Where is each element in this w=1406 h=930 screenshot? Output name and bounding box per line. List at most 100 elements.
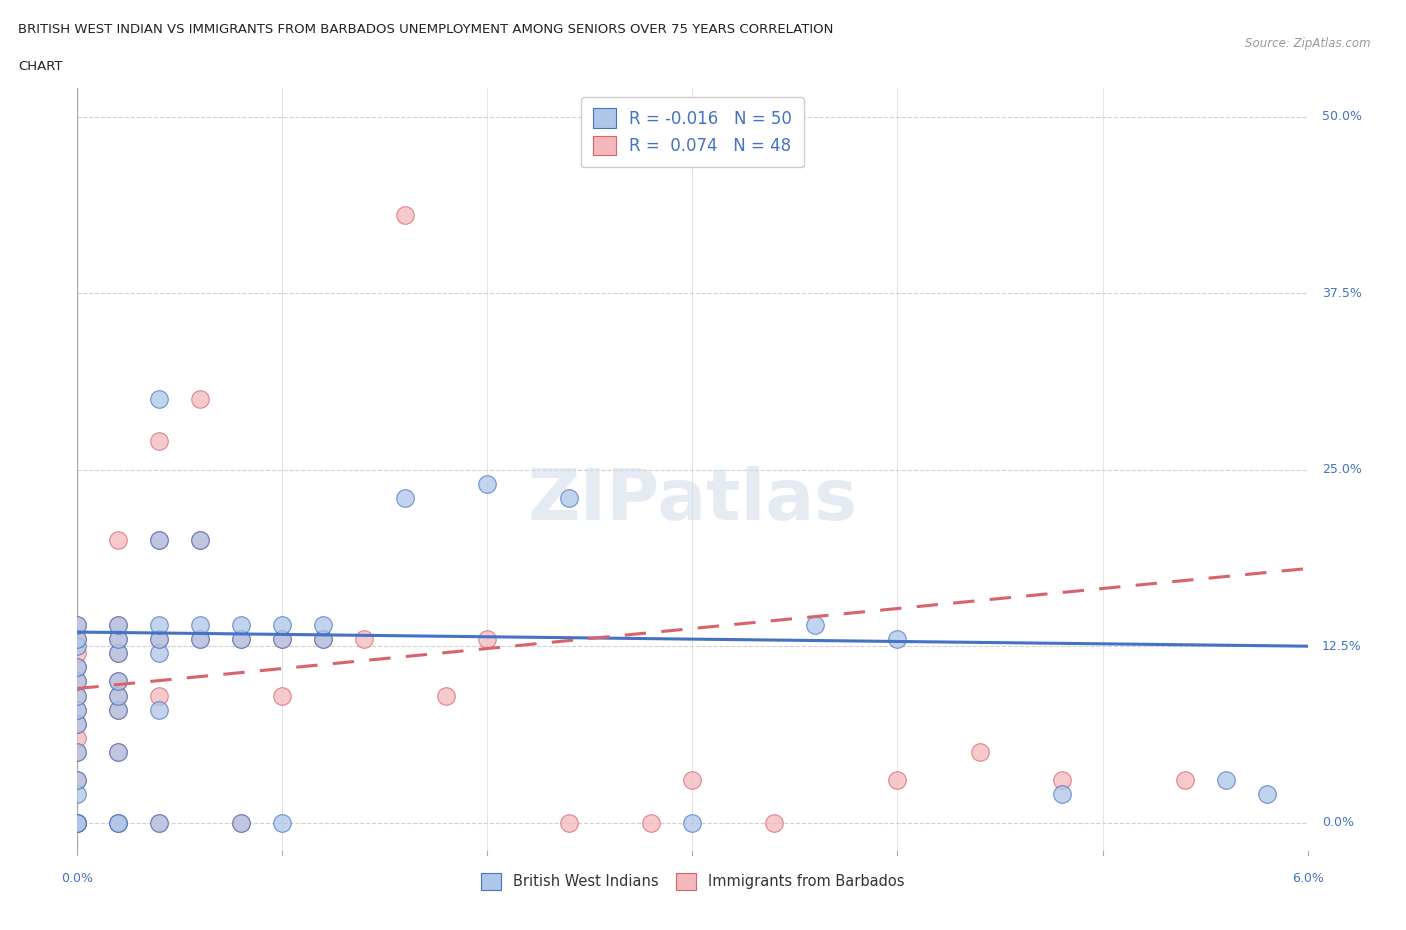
Point bbox=[66, 660, 89, 675]
Point bbox=[886, 631, 908, 646]
Point bbox=[188, 533, 212, 548]
Point bbox=[477, 476, 499, 491]
Point bbox=[66, 631, 89, 646]
Point bbox=[66, 816, 89, 830]
Point bbox=[148, 631, 170, 646]
Point bbox=[1050, 787, 1073, 802]
Text: 25.0%: 25.0% bbox=[1322, 463, 1362, 476]
Point bbox=[1174, 773, 1197, 788]
Point bbox=[148, 434, 170, 449]
Text: 0.0%: 0.0% bbox=[1322, 817, 1354, 830]
Point bbox=[66, 631, 89, 646]
Text: ZIPatlas: ZIPatlas bbox=[527, 466, 858, 535]
Point bbox=[271, 688, 294, 703]
Point bbox=[148, 533, 170, 548]
Point bbox=[477, 631, 499, 646]
Point bbox=[107, 688, 129, 703]
Point bbox=[66, 618, 89, 632]
Point bbox=[148, 816, 170, 830]
Point bbox=[66, 816, 89, 830]
Point bbox=[107, 816, 129, 830]
Point bbox=[148, 645, 170, 660]
Text: CHART: CHART bbox=[18, 60, 63, 73]
Point bbox=[188, 618, 212, 632]
Point bbox=[148, 618, 170, 632]
Point bbox=[66, 674, 89, 689]
Point bbox=[394, 208, 416, 223]
Text: 50.0%: 50.0% bbox=[1322, 110, 1362, 123]
Point bbox=[107, 674, 129, 689]
Point bbox=[107, 631, 129, 646]
Point bbox=[1256, 787, 1278, 802]
Point bbox=[66, 716, 89, 731]
Point bbox=[107, 674, 129, 689]
Point bbox=[66, 787, 89, 802]
Point bbox=[188, 392, 212, 406]
Point bbox=[682, 773, 704, 788]
Point bbox=[66, 773, 89, 788]
Point bbox=[107, 618, 129, 632]
Point bbox=[66, 688, 89, 703]
Point bbox=[353, 631, 375, 646]
Point bbox=[886, 773, 908, 788]
Point bbox=[107, 631, 129, 646]
Point bbox=[107, 645, 129, 660]
Point bbox=[188, 533, 212, 548]
Point bbox=[188, 631, 212, 646]
Point bbox=[66, 816, 89, 830]
Point bbox=[107, 816, 129, 830]
Point bbox=[66, 816, 89, 830]
Point bbox=[231, 816, 253, 830]
Point bbox=[66, 816, 89, 830]
Point bbox=[1215, 773, 1237, 788]
Point bbox=[148, 392, 170, 406]
Point bbox=[66, 660, 89, 675]
Point bbox=[66, 745, 89, 760]
Point bbox=[148, 688, 170, 703]
Text: 6.0%: 6.0% bbox=[1292, 872, 1323, 885]
Point bbox=[107, 702, 129, 717]
Point bbox=[66, 702, 89, 717]
Point bbox=[66, 716, 89, 731]
Point bbox=[107, 645, 129, 660]
Text: 0.0%: 0.0% bbox=[62, 872, 93, 885]
Point bbox=[107, 702, 129, 717]
Text: BRITISH WEST INDIAN VS IMMIGRANTS FROM BARBADOS UNEMPLOYMENT AMONG SENIORS OVER : BRITISH WEST INDIAN VS IMMIGRANTS FROM B… bbox=[18, 23, 834, 36]
Point bbox=[66, 816, 89, 830]
Point bbox=[231, 618, 253, 632]
Text: Source: ZipAtlas.com: Source: ZipAtlas.com bbox=[1246, 37, 1371, 50]
Point bbox=[804, 618, 827, 632]
Point bbox=[969, 745, 991, 760]
Point bbox=[271, 631, 294, 646]
Point bbox=[394, 490, 416, 505]
Point bbox=[66, 618, 89, 632]
Point bbox=[107, 533, 129, 548]
Point bbox=[271, 618, 294, 632]
Point bbox=[66, 731, 89, 746]
Point bbox=[436, 688, 458, 703]
Point bbox=[148, 816, 170, 830]
Point bbox=[558, 490, 581, 505]
Point bbox=[66, 639, 89, 654]
Point bbox=[188, 631, 212, 646]
Legend: British West Indians, Immigrants from Barbados: British West Indians, Immigrants from Ba… bbox=[472, 864, 912, 898]
Point bbox=[107, 745, 129, 760]
Point bbox=[558, 816, 581, 830]
Point bbox=[107, 618, 129, 632]
Point bbox=[148, 702, 170, 717]
Point bbox=[640, 816, 662, 830]
Point bbox=[682, 816, 704, 830]
Point bbox=[66, 702, 89, 717]
Point bbox=[763, 816, 786, 830]
Point bbox=[66, 674, 89, 689]
Point bbox=[107, 745, 129, 760]
Text: 12.5%: 12.5% bbox=[1322, 640, 1361, 653]
Point bbox=[66, 688, 89, 703]
Point bbox=[312, 631, 335, 646]
Text: 37.5%: 37.5% bbox=[1322, 286, 1362, 299]
Point bbox=[66, 745, 89, 760]
Point bbox=[107, 688, 129, 703]
Point bbox=[231, 631, 253, 646]
Point bbox=[66, 773, 89, 788]
Point bbox=[312, 618, 335, 632]
